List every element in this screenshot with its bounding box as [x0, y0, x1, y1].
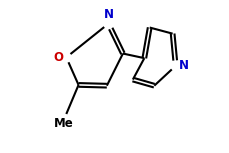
Text: Me: Me [54, 117, 74, 130]
Text: O: O [53, 51, 63, 64]
Text: N: N [179, 59, 189, 72]
Text: N: N [103, 8, 113, 21]
